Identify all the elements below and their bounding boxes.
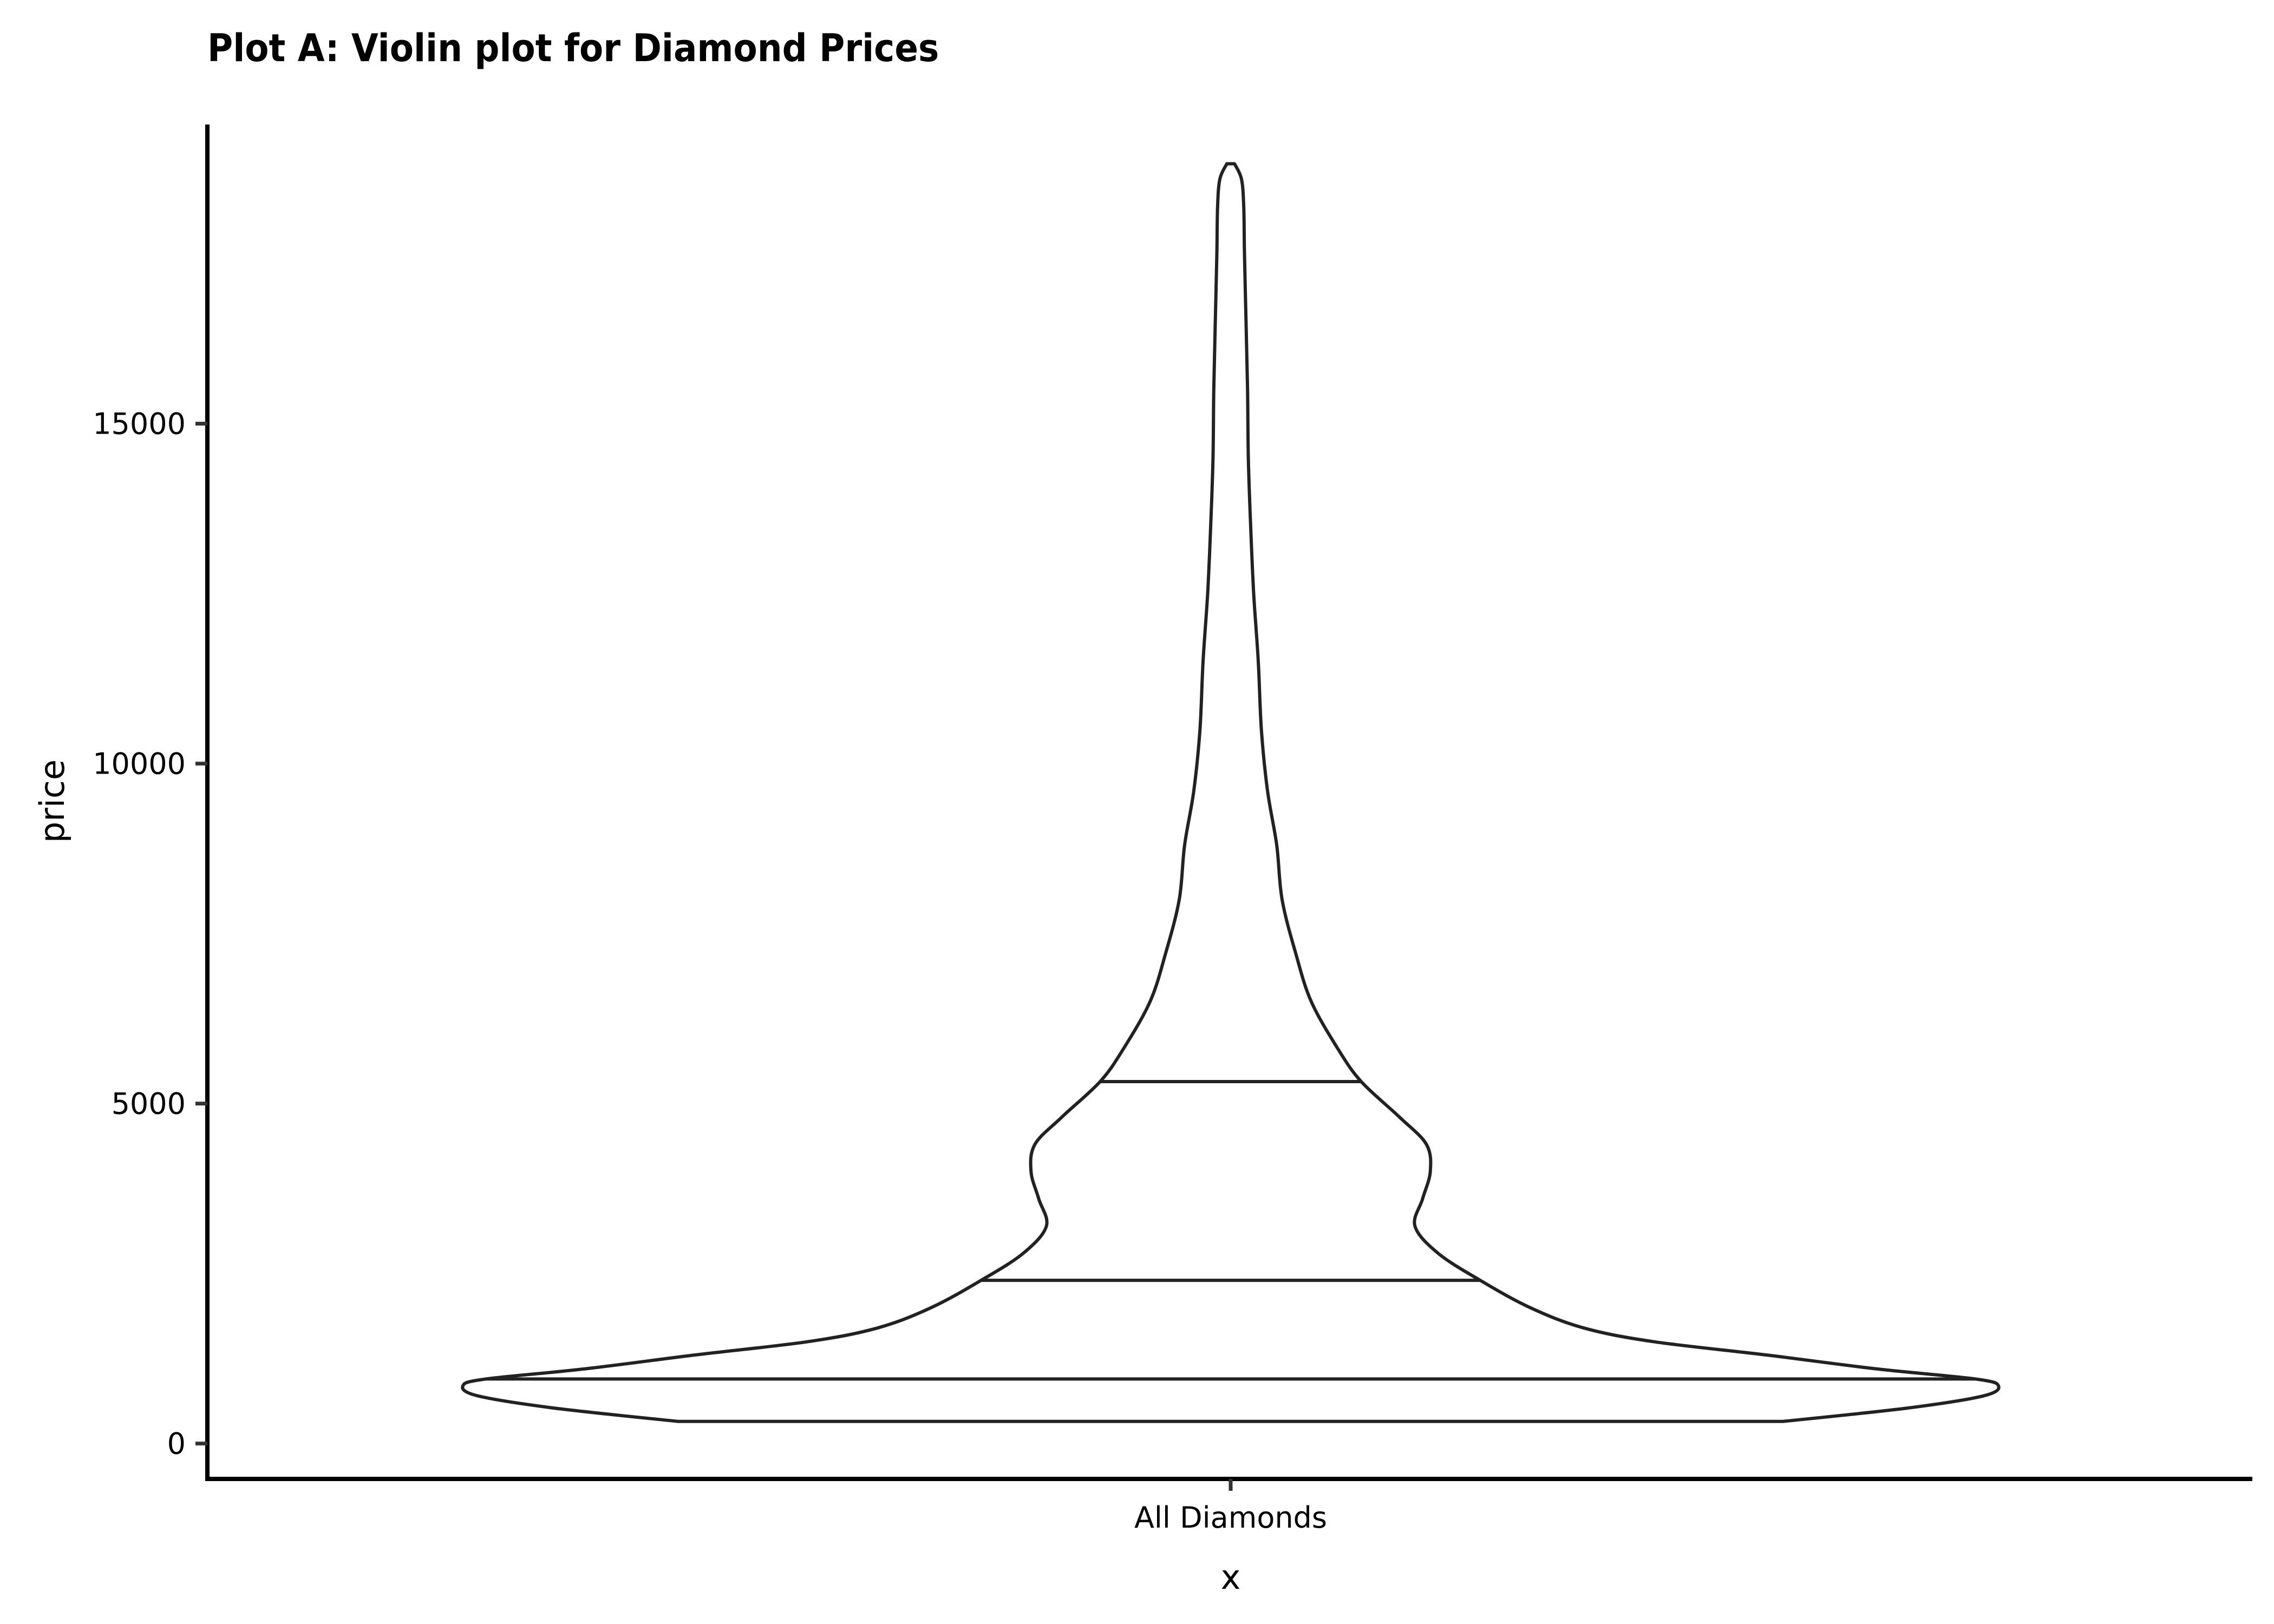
- x-tick-label: All Diamonds: [1134, 1501, 1327, 1535]
- y-tick-label: 0: [167, 1427, 186, 1461]
- violin-group: [461, 162, 2001, 1423]
- violin-body: [461, 162, 2001, 1423]
- y-tick-label: 15000: [93, 407, 186, 441]
- y-axis-title: price: [32, 759, 72, 843]
- y-tick-label: 10000: [93, 747, 186, 781]
- x-axis-ticks: All Diamonds: [1134, 1479, 1327, 1535]
- chart-title: Plot A: Violin plot for Diamond Prices: [207, 26, 939, 70]
- x-axis-title: x: [1221, 1557, 1241, 1597]
- y-axis-ticks: 0 5000 10000 15000: [93, 407, 207, 1461]
- y-tick-label: 5000: [112, 1087, 186, 1121]
- axes: [205, 125, 2252, 1481]
